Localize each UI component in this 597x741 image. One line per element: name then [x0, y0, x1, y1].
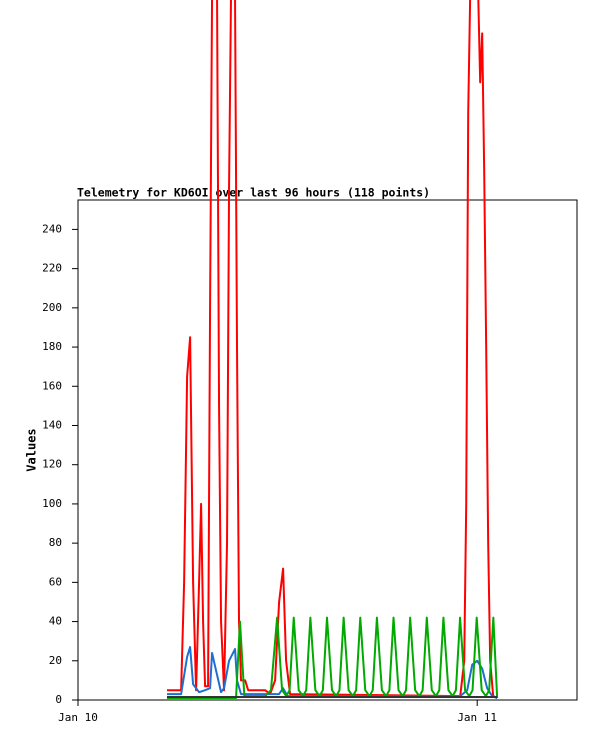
y-tick-label: 20 [49, 654, 62, 667]
series-line [166, 616, 499, 700]
y-tick-label: 140 [42, 418, 62, 431]
plot-frame [77, 199, 578, 701]
y-tick-label: 60 [49, 575, 62, 588]
x-tick-label: Jan 11 [457, 711, 497, 724]
y-tick-label: 0 [55, 693, 62, 706]
y-tick-label: 220 [42, 262, 62, 275]
y-tick-label: 200 [42, 301, 62, 314]
y-tick-label: 80 [49, 536, 62, 549]
chart-title: Telemetry for KD6OI over last 96 hours (… [77, 186, 430, 200]
y-tick-label: 160 [42, 379, 62, 392]
y-axis-label: Values [25, 428, 39, 471]
y-tick-label: 40 [49, 615, 62, 628]
series-line [166, 0, 498, 699]
y-tick-label: 240 [42, 222, 62, 235]
y-tick-label: 120 [42, 458, 62, 471]
y-tick-label: 100 [42, 497, 62, 510]
y-tick-label: 180 [42, 340, 62, 353]
x-tick-label: Jan 10 [58, 711, 98, 724]
